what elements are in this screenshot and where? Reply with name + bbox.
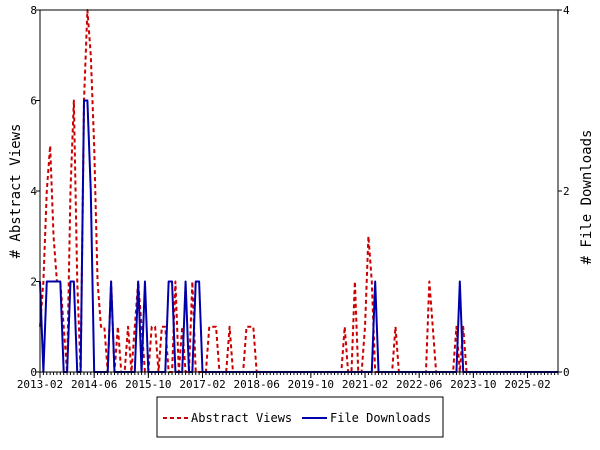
y-right-tick-label: 0 xyxy=(563,366,570,379)
y-left-tick-label: 2 xyxy=(30,276,37,289)
x-tick-label: 2023-10 xyxy=(450,378,496,391)
x-tick-label: 2022-06 xyxy=(396,378,442,391)
y-left-tick-label: 8 xyxy=(30,4,37,17)
x-tick-label: 2021-02 xyxy=(342,378,388,391)
plot-frame xyxy=(39,9,559,373)
legend-box xyxy=(156,396,444,438)
x-tick-label: 2015-10 xyxy=(125,378,171,391)
y-right-tick-label: 2 xyxy=(563,185,570,198)
y-left-tick-label: 0 xyxy=(30,366,37,379)
x-tick-label: 2014-06 xyxy=(71,378,117,391)
plot-area xyxy=(39,9,558,373)
y-axis-left-title: # Abstract Views xyxy=(8,124,24,259)
x-tick-label: 2013-02 xyxy=(17,378,63,391)
series-line-abstract-views xyxy=(39,9,558,373)
legend-label-file-downloads: File Downloads xyxy=(330,411,431,425)
legend-label-abstract-views: Abstract Views xyxy=(191,411,292,425)
y-right-tick-label: 4 xyxy=(563,4,570,17)
y-left-tick-label: 4 xyxy=(30,185,37,198)
x-tick-label: 2018-06 xyxy=(234,378,280,391)
x-tick-label: 2019-10 xyxy=(288,378,334,391)
y-axis-right-title: # File Downloads xyxy=(579,130,595,265)
y-left-tick-label: 6 xyxy=(30,95,37,108)
x-tick-label: 2025-02 xyxy=(504,378,550,391)
axes: 2013-02 2014-06 2015-10 2017-02 2018-06 2019-… xyxy=(17,4,570,391)
x-tick-label: 2017-02 xyxy=(179,378,225,391)
legend: Abstract Views File Downloads xyxy=(156,396,444,438)
